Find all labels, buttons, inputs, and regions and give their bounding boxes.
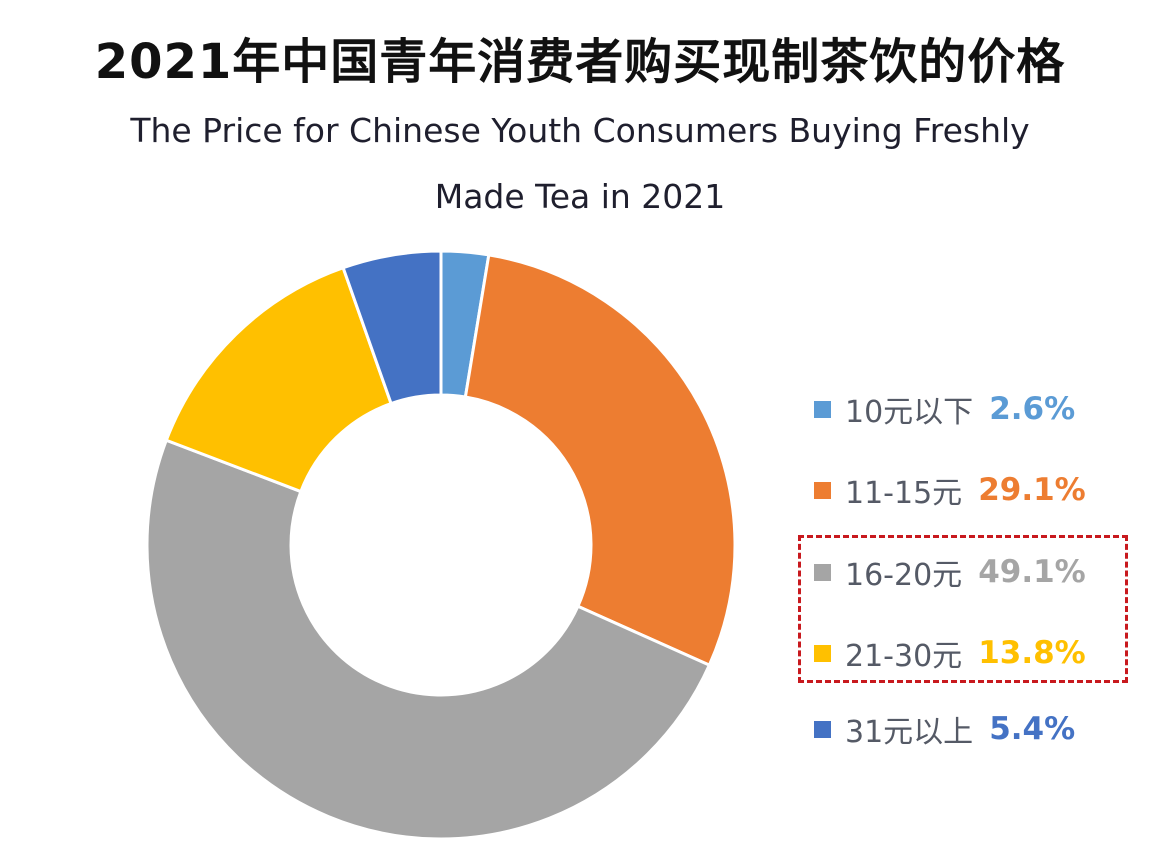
legend-value-10-under: 2.6% xyxy=(989,391,1076,427)
donut-slice-16-20 xyxy=(145,438,712,841)
highlight-box xyxy=(798,535,1128,683)
legend-value-21-30: 13.8% xyxy=(978,635,1086,671)
legend-swatch-10-under xyxy=(814,400,831,418)
legend-label-16-20: 16-20元 xyxy=(845,558,963,593)
donut-slice-11-15 xyxy=(463,253,737,668)
legend-label-10-under: 10元以下 xyxy=(845,395,974,430)
chart-title: 2021年中国青年消费者购买现制茶饮的价格 xyxy=(94,34,1066,90)
donut-slice-21-30 xyxy=(164,265,393,494)
legend-label-31-over: 31元以上 xyxy=(845,715,974,750)
legend-item-21-30: 21-30元 13.8% xyxy=(814,627,1086,679)
legend-value-16-20: 49.1% xyxy=(978,554,1086,590)
legend-item-31-over: 31元以上 5.4% xyxy=(814,703,1075,755)
legend-label-11-15: 11-15元 xyxy=(845,476,963,511)
chart-subtitle-line-1: The Price for Chinese Youth Consumers Bu… xyxy=(130,111,1030,150)
legend-swatch-16-20 xyxy=(814,563,831,581)
legend-item-16-20: 16-20元 49.1% xyxy=(814,546,1086,598)
donut-slice-31-over xyxy=(341,249,443,406)
legend-swatch-31-over xyxy=(814,720,831,738)
legend-swatch-21-30 xyxy=(814,644,831,662)
chart-subtitle: The Price for Chinese Youth Consumers Bu… xyxy=(60,98,1100,230)
legend-item-10-under: 10元以下 2.6% xyxy=(814,383,1075,435)
legend-value-31-over: 5.4% xyxy=(989,711,1076,747)
legend-label-21-30: 21-30元 xyxy=(845,639,963,674)
legend-swatch-11-15 xyxy=(814,481,831,499)
legend-value-11-15: 29.1% xyxy=(978,472,1086,508)
chart-subtitle-line-2: Made Tea in 2021 xyxy=(434,177,726,216)
legend-item-11-15: 11-15元 29.1% xyxy=(814,464,1086,516)
